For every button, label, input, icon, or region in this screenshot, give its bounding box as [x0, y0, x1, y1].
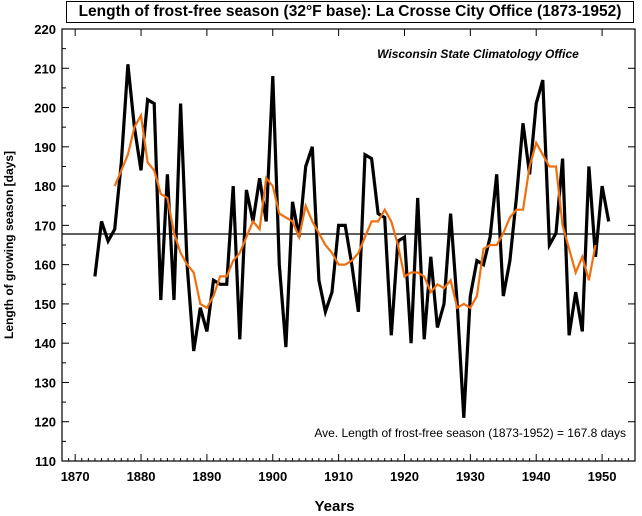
- chart-title-box: Length of frost-free season (32°F base):…: [66, 1, 634, 23]
- y-tick-label: 120: [34, 415, 56, 430]
- y-tick-label: 140: [34, 336, 56, 351]
- y-axis-label: Length of growing season [days]: [2, 151, 16, 339]
- y-tick-label: 180: [34, 179, 56, 194]
- x-tick-label: 1920: [390, 469, 419, 484]
- smoothed-series-line: [113, 112, 597, 310]
- y-tick-label: 200: [34, 101, 56, 116]
- x-tick-label: 1900: [258, 469, 287, 484]
- x-tick-label: 1880: [127, 469, 156, 484]
- y-tick-label: 160: [34, 258, 56, 273]
- x-tick-label: 1870: [61, 469, 90, 484]
- x-tick-label: 1950: [588, 469, 617, 484]
- chart-title: Length of frost-free season (32°F base):…: [78, 3, 622, 20]
- x-tick-label: 1910: [324, 469, 353, 484]
- x-tick-label: 1940: [522, 469, 551, 484]
- y-tick-label: 150: [34, 297, 56, 312]
- x-tick-label: 1930: [456, 469, 485, 484]
- y-tick-label: 210: [34, 61, 56, 76]
- x-tick-label: 1890: [192, 469, 221, 484]
- x-axis-label: Years: [314, 498, 354, 515]
- y-tick-label: 110: [35, 454, 56, 469]
- y-tick-label: 130: [34, 375, 56, 390]
- annual-series-line: [93, 64, 611, 418]
- chart-subtitle: Wisconsin State Climatology Office: [377, 47, 579, 61]
- y-tick-label: 190: [34, 140, 56, 155]
- average-annotation: Ave. Length of frost-free season (1873-1…: [314, 426, 626, 440]
- y-tick-label: 170: [34, 218, 56, 233]
- y-tick-label: 220: [34, 22, 56, 37]
